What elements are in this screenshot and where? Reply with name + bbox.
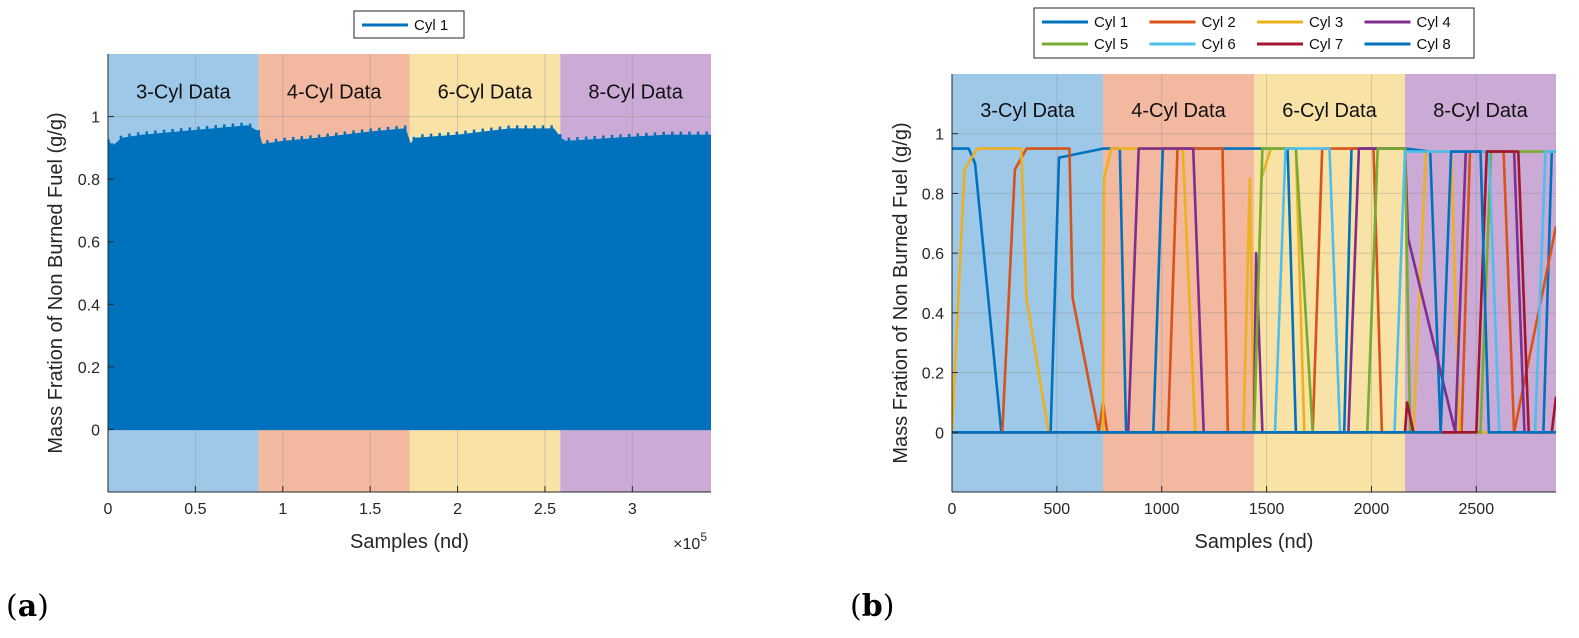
legend-entry: Cyl 2 [1202, 14, 1236, 31]
panel-letter-text: b [862, 589, 883, 624]
x-tick-label: 0 [104, 501, 113, 518]
series-line-cyl-8 [952, 150, 1556, 434]
y-tick-label: 0 [935, 425, 944, 442]
panel-letter-open: ( [6, 589, 18, 624]
panel-letter-close: ) [37, 589, 49, 624]
series-group [952, 147, 1556, 434]
legend-entry: Cyl 1 [1094, 14, 1128, 31]
y-tick-label: 0.4 [78, 297, 100, 314]
series-line-cyl-6 [952, 147, 1556, 434]
x-tick-label: 2000 [1354, 501, 1390, 518]
y-tick-label: 0.8 [78, 172, 100, 189]
region-label: 6-Cyl Data [1282, 100, 1377, 122]
y-tick-label: 0.6 [78, 235, 100, 252]
x-exponent-base: ×10 [673, 536, 700, 553]
region-label: 6-Cyl Data [438, 82, 533, 104]
panel-letter-b: (b) [850, 589, 894, 624]
y-tick-label: 0.2 [922, 366, 944, 383]
y-tick-label: 0 [91, 422, 100, 439]
x-tick-label: 1.5 [359, 501, 381, 518]
y-axis-label: Mass Fration of Non Burned Fuel (g/g) [890, 122, 912, 463]
series-group [108, 122, 711, 431]
x-tick-label: 3 [628, 501, 637, 518]
x-tick-label: 0 [948, 501, 957, 518]
legend: Cyl 1 [353, 10, 465, 39]
y-tick-label: 0.4 [922, 306, 944, 323]
panel-letter-close: ) [883, 589, 895, 624]
x-exponent-label: ×105 [673, 530, 707, 553]
legend-entry: Cyl 3 [1309, 14, 1343, 31]
y-tick-label: 1 [935, 127, 944, 144]
chart-panel-a: 3-Cyl Data 4-Cyl Data 6-Cyl Data 8-Cyl Data… [45, 10, 711, 553]
x-tick-label: 2500 [1459, 501, 1495, 518]
x-tick-label: 500 [1044, 501, 1071, 518]
legend-entry: Cyl 1 [414, 17, 448, 34]
region-label: 8-Cyl Data [1433, 100, 1528, 122]
x-tick-label: 1 [278, 501, 287, 518]
legend-entry: Cyl 8 [1417, 36, 1451, 53]
panel-letter-open: ( [850, 589, 862, 624]
y-axis-label: Mass Fration of Non Burned Fuel (g/g) [45, 112, 67, 453]
series-line-cyl-1 [108, 125, 711, 431]
x-tick-label: 1000 [1144, 501, 1180, 518]
y-tick-label: 0.2 [78, 360, 100, 377]
chart-panel-b: 3-Cyl Data 4-Cyl Data 6-Cyl Data 8-Cyl Data… [890, 7, 1556, 553]
y-tick-label: 1 [91, 110, 100, 127]
region-band [952, 74, 1103, 492]
panel-letter-a: (a) [6, 589, 49, 624]
series-line-cyl-2 [952, 147, 1556, 434]
region-band [1254, 74, 1405, 492]
panel-letter-text: a [18, 589, 37, 624]
region-label: 3-Cyl Data [136, 82, 231, 104]
x-axis-label: Samples (nd) [350, 531, 469, 553]
region-label: 8-Cyl Data [588, 82, 683, 104]
region-label: 3-Cyl Data [980, 100, 1075, 122]
x-tick-label: 1500 [1249, 501, 1285, 518]
region-label: 4-Cyl Data [287, 82, 382, 104]
y-tick-label: 0.6 [922, 246, 944, 263]
x-exponent-power: 5 [700, 530, 707, 544]
x-tick-label: 0.5 [184, 501, 206, 518]
legend-box [1033, 7, 1475, 59]
series-line-cyl-5 [952, 147, 1556, 434]
legend-entry: Cyl 5 [1094, 36, 1128, 53]
legend-entry: Cyl 7 [1309, 36, 1343, 53]
y-tick-label: 0.8 [922, 186, 944, 203]
legend-entry: Cyl 6 [1202, 36, 1236, 53]
legend-entry: Cyl 4 [1417, 14, 1451, 31]
region-label: 4-Cyl Data [1131, 100, 1226, 122]
legend: Cyl 1 Cyl 2 Cyl 3 Cyl 4 Cyl 5 Cyl 6 Cyl 7 Cyl 8 [1033, 7, 1475, 59]
x-tick-label: 2 [453, 501, 462, 518]
x-tick-label: 2.5 [534, 501, 556, 518]
x-axis-label: Samples (nd) [1195, 531, 1314, 553]
